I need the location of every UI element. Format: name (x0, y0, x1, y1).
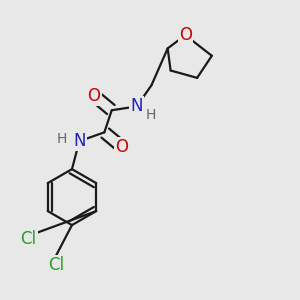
Text: N: N (73, 132, 86, 150)
Text: Cl: Cl (20, 230, 37, 248)
Text: Cl: Cl (48, 256, 64, 274)
Text: H: H (56, 132, 67, 146)
Text: H: H (146, 108, 156, 122)
Text: N: N (130, 98, 143, 116)
Text: O: O (116, 138, 128, 156)
Text: O: O (88, 86, 100, 104)
Text: O: O (179, 26, 192, 44)
